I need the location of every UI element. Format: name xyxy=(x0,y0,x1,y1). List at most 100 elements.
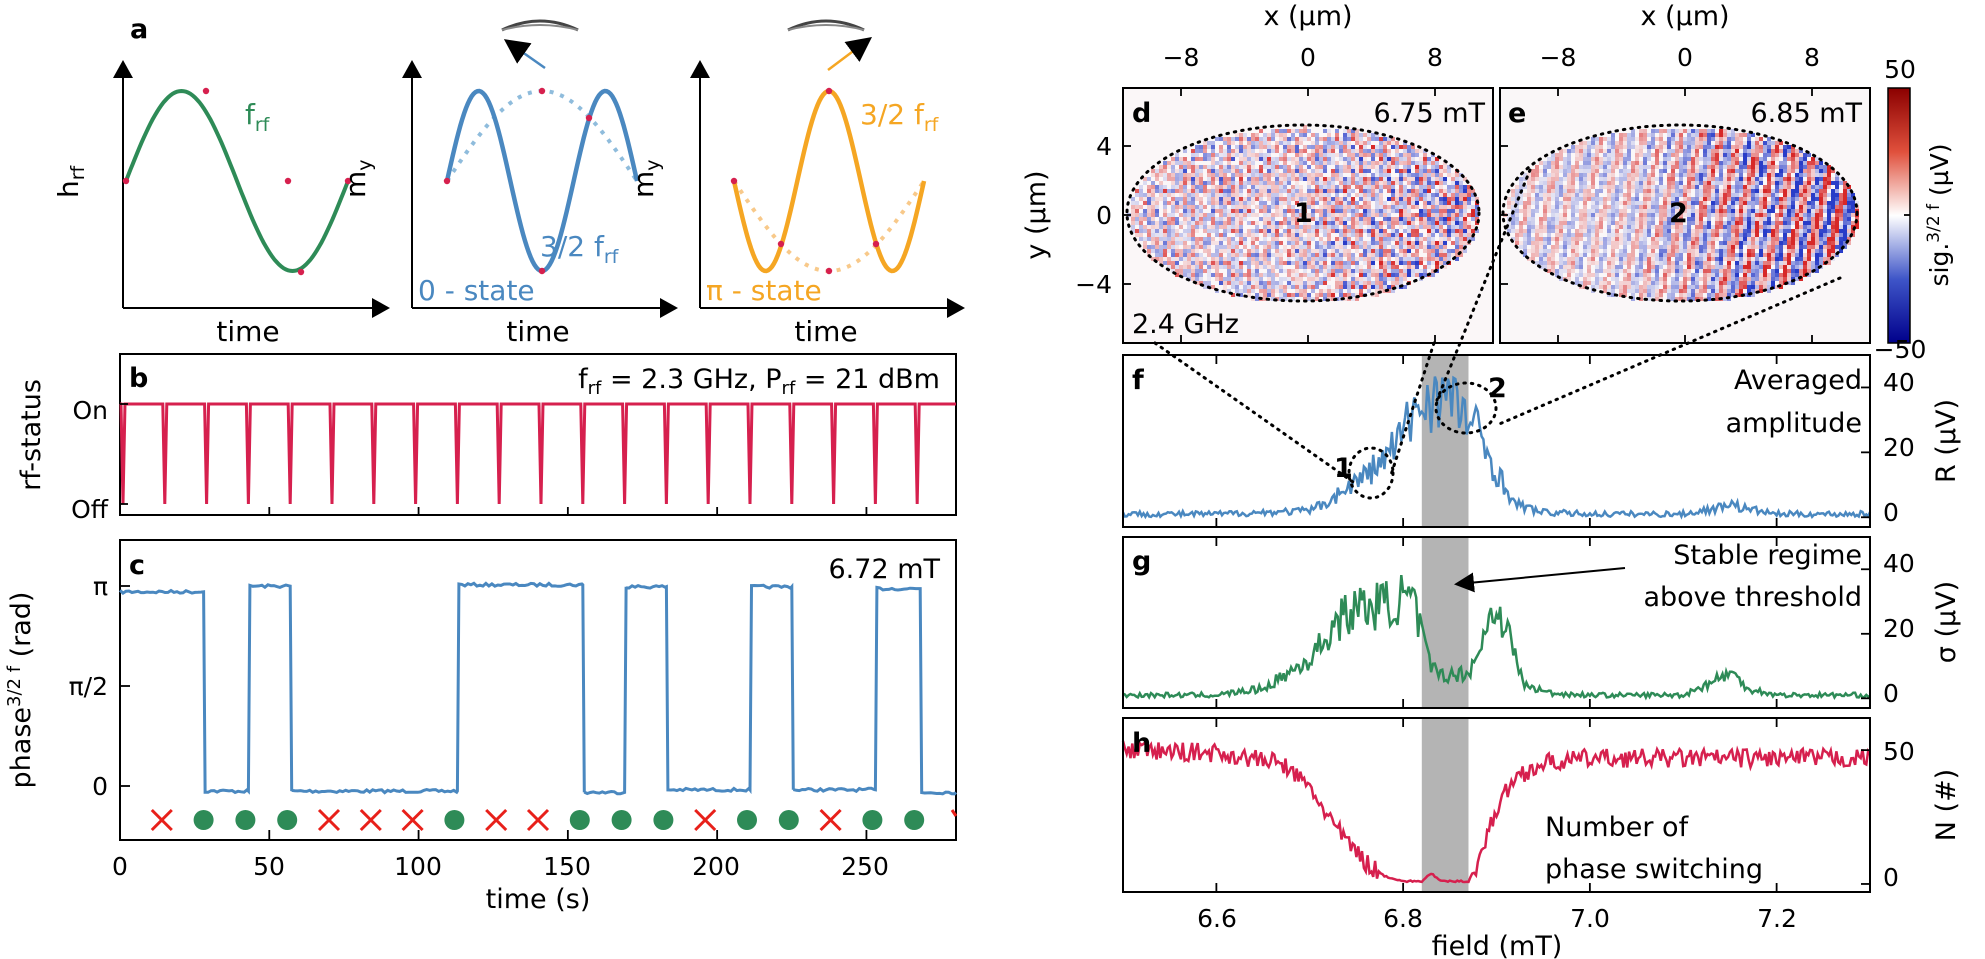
map-e-pixel xyxy=(1643,277,1647,281)
map-e-pixel xyxy=(1571,241,1575,245)
map-d-pixel xyxy=(1435,161,1439,165)
map-e-pixel xyxy=(1779,189,1783,193)
map-d-pixel xyxy=(1355,265,1359,269)
map-d-pixel xyxy=(1255,153,1259,157)
map-e-pixel xyxy=(1571,225,1575,229)
map-e-pixel xyxy=(1543,241,1547,245)
map-d-pixel xyxy=(1203,149,1207,153)
map-d-pixel xyxy=(1295,229,1299,233)
map-e-pixel xyxy=(1671,213,1675,217)
map-e-pixel xyxy=(1651,257,1655,261)
map-e-pixel xyxy=(1527,225,1531,229)
map-e-pixel xyxy=(1735,257,1739,261)
map-e-pixel xyxy=(1607,213,1611,217)
map-d-pixel xyxy=(1167,193,1171,197)
map-e-pixel xyxy=(1699,189,1703,193)
map-d-pixel xyxy=(1415,161,1419,165)
map-e-pixel xyxy=(1655,257,1659,261)
map-e-pixel xyxy=(1767,241,1771,245)
map-d-pixel xyxy=(1183,177,1187,181)
map-d-pixel xyxy=(1355,177,1359,181)
map-d-pixel xyxy=(1395,237,1399,241)
map-d-pixel xyxy=(1427,201,1431,205)
map-d-pixel xyxy=(1367,221,1371,225)
map-d-pixel xyxy=(1283,229,1287,233)
map-e-pixel xyxy=(1771,145,1775,149)
map-d-pixel xyxy=(1407,157,1411,161)
map-e-pixel xyxy=(1523,249,1527,253)
map-d-pixel xyxy=(1431,233,1435,237)
map-d-pixel xyxy=(1419,209,1423,213)
map-e-pixel xyxy=(1627,197,1631,201)
map-d-pixel xyxy=(1211,201,1215,205)
map-d-pixel xyxy=(1219,233,1223,237)
map-d-pixel xyxy=(1267,245,1271,249)
map-d-pixel xyxy=(1331,205,1335,209)
map-d-pixel xyxy=(1219,237,1223,241)
map-d-pixel xyxy=(1319,137,1323,141)
map-e-pixel xyxy=(1583,149,1587,153)
map-e-pixel xyxy=(1527,185,1531,189)
map-d-pixel xyxy=(1463,225,1467,229)
map-e-pixel xyxy=(1683,269,1687,273)
map-e-pixel xyxy=(1727,209,1731,213)
map-d-pixel xyxy=(1279,241,1283,245)
map-d-pixel xyxy=(1351,137,1355,141)
map-e-pixel xyxy=(1699,285,1703,289)
map-e-pixel xyxy=(1755,161,1759,165)
map-e-pixel xyxy=(1727,133,1731,137)
map-e-pixel xyxy=(1667,229,1671,233)
map-e-pixel xyxy=(1699,293,1703,297)
map-e-pixel xyxy=(1763,185,1767,189)
map-d-pixel xyxy=(1395,165,1399,169)
map-d-pixel xyxy=(1191,221,1195,225)
map-d-pixel xyxy=(1427,189,1431,193)
map-d-pixel xyxy=(1187,197,1191,201)
map-d-pixel xyxy=(1395,189,1399,193)
map-e-pixel xyxy=(1683,189,1687,193)
map-d-pixel xyxy=(1255,265,1259,269)
map-d-pixel xyxy=(1211,237,1215,241)
map-d-pixel xyxy=(1155,185,1159,189)
map-d-pixel xyxy=(1423,173,1427,177)
map-e-pixel xyxy=(1547,201,1551,205)
map-d-pixel xyxy=(1303,217,1307,221)
map-d-pixel xyxy=(1191,209,1195,213)
map-e-pixel xyxy=(1715,281,1719,285)
map-d-pixel xyxy=(1307,281,1311,285)
map-d-pixel xyxy=(1383,185,1387,189)
map-d-pixel xyxy=(1307,225,1311,229)
map-e-pixel xyxy=(1555,173,1559,177)
map-e-pixel xyxy=(1763,221,1767,225)
map-d-pixel xyxy=(1191,201,1195,205)
map-e-pixel xyxy=(1551,245,1555,249)
map-d-pixel xyxy=(1235,253,1239,257)
map-d-pixel xyxy=(1203,217,1207,221)
map-d-pixel xyxy=(1355,257,1359,261)
map-d-pixel xyxy=(1379,177,1383,181)
map-d-pixel xyxy=(1331,149,1335,153)
rf-status-ylabel: rf-status xyxy=(16,379,47,491)
map-e-pixel xyxy=(1551,161,1555,165)
map-d-pixel xyxy=(1407,257,1411,261)
map-e-pixel xyxy=(1547,173,1551,177)
map-d-pixel xyxy=(1375,173,1379,177)
map-e-pixel xyxy=(1527,257,1531,261)
map-e-pixel xyxy=(1699,141,1703,145)
map-d-pixel xyxy=(1343,201,1347,205)
map-d-pixel xyxy=(1287,209,1291,213)
map-e-pixel xyxy=(1691,281,1695,285)
map-d-pixel xyxy=(1207,181,1211,185)
map-d-pixel xyxy=(1163,245,1167,249)
map-e-pixel xyxy=(1779,205,1783,209)
map-d-pixel xyxy=(1419,173,1423,177)
map-d-pixel xyxy=(1267,221,1271,225)
panel-c-label: c xyxy=(129,550,145,581)
map-d-pixel xyxy=(1283,141,1287,145)
map-e-pixel xyxy=(1615,213,1619,217)
map-e-pixel xyxy=(1735,185,1739,189)
map-d-pixel xyxy=(1227,153,1231,157)
map-e-pixel xyxy=(1759,193,1763,197)
map-e-pixel xyxy=(1531,221,1535,225)
map-d-pixel xyxy=(1211,253,1215,257)
